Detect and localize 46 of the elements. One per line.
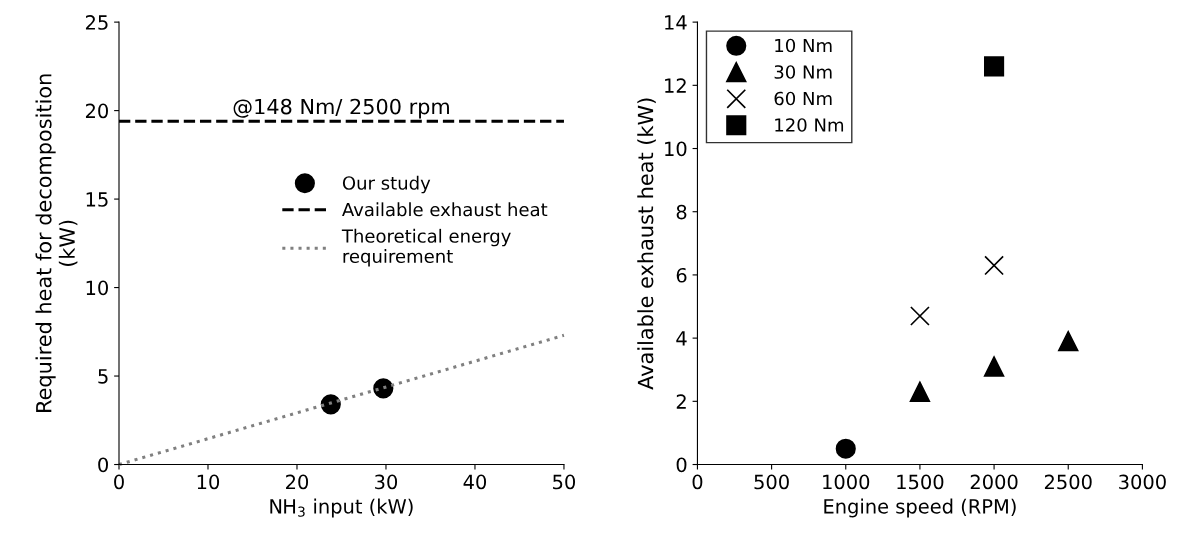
y-axis-title: Available exhaust heat (kW)	[637, 98, 656, 390]
y-tick-label: 8	[676, 204, 687, 220]
y-tick-label: 2	[676, 394, 686, 409]
x-tick-label: 40	[463, 474, 487, 490]
y-tick-label: 15	[86, 192, 108, 207]
legend-label: Theoretical energy requirement	[341, 228, 511, 267]
legend-label: 60 Nm	[774, 91, 832, 106]
y-tick-label: 10	[86, 280, 108, 296]
x-tick-label: 1000	[823, 474, 870, 490]
x-tick-label: 3000	[1119, 474, 1166, 490]
point	[984, 56, 1005, 77]
x-tick-label: 500	[754, 474, 789, 490]
legend-label: Our study	[342, 175, 431, 194]
x-tick-label: 20	[286, 474, 309, 490]
legend-label: 10 Nm	[775, 38, 832, 53]
point	[984, 255, 1004, 276]
y-tick-label: 20	[85, 103, 108, 119]
y-tick-label: 25	[85, 15, 108, 30]
y-axis-title: Required heat for decomposition (kW)	[35, 74, 78, 412]
x-tick-label: 0	[114, 474, 124, 490]
point	[1058, 331, 1079, 352]
x-tick-label: 30	[375, 474, 398, 490]
y-tick-label: 10	[665, 141, 687, 157]
y-tick-label: 12	[665, 78, 686, 93]
x-tick-label: 2000	[970, 474, 1018, 490]
legend-label: 120 Nm	[775, 118, 844, 132]
point	[909, 381, 930, 402]
x-tick-label: 10	[197, 474, 220, 490]
y-tick-label: 5	[98, 369, 108, 384]
legend-label: 30 Nm	[774, 65, 832, 79]
x-tick-label: 50	[553, 474, 576, 490]
point	[910, 306, 930, 326]
legend-label: Available exhaust heat	[342, 202, 548, 217]
y-tick-label: 4	[676, 331, 687, 346]
x-axis-title: Engine speed (RPM)	[824, 498, 1016, 518]
y-tick-label: 14	[665, 15, 687, 30]
x-tick-label: 2500	[1044, 474, 1092, 490]
point	[835, 438, 856, 459]
point	[984, 356, 1005, 377]
x-axis-title: NH$_{3}$ input (kW)	[270, 498, 413, 518]
y-tick-label: 6	[676, 267, 687, 283]
x-tick-label: 1500	[897, 474, 944, 490]
annotation: @148 Nm/ 2500 rpm	[233, 98, 449, 119]
y-tick-label: 0	[98, 457, 108, 473]
x-tick-label: 0	[692, 474, 703, 490]
y-tick-label: 0	[676, 457, 687, 473]
